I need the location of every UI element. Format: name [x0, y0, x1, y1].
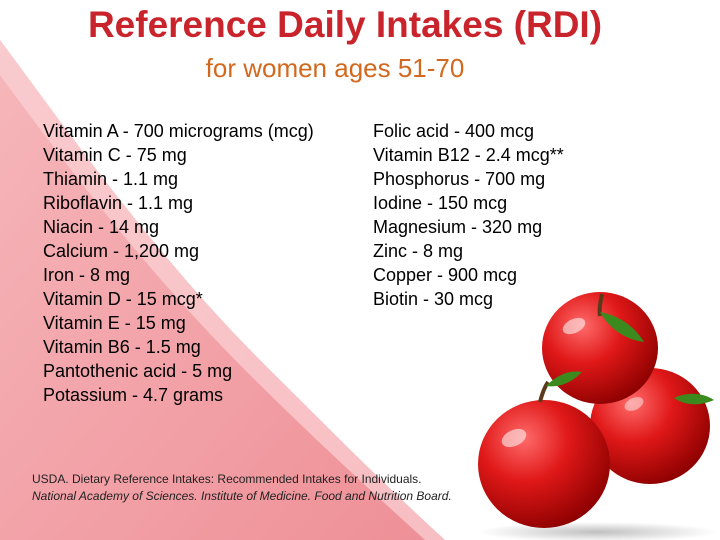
citation-line-1: USDA. Dietary Reference Intakes: Recomme…	[32, 472, 422, 486]
apples-image	[477, 292, 717, 540]
nutrient-item: Pantothenic acid - 5 mg	[43, 361, 233, 381]
nutrient-list-left: Vitamin A - 700 micrograms (mcg) Vitamin…	[43, 119, 314, 407]
nutrient-item: Vitamin B12 - 2.4 mcg**	[373, 145, 564, 165]
nutrient-item: Vitamin C - 75 mg	[43, 145, 187, 165]
nutrient-list-right: Folic acid - 400 mcg Vitamin B12 - 2.4 m…	[373, 119, 564, 311]
nutrient-item: Vitamin B6 - 1.5 mg	[43, 337, 201, 357]
nutrient-item: Zinc - 8 mg	[373, 241, 464, 261]
nutrient-item: Vitamin E - 15 mg	[43, 313, 186, 333]
nutrient-item: Calcium - 1,200 mg	[43, 241, 200, 261]
nutrient-item: Magnesium - 320 mg	[373, 217, 543, 237]
citation-line-2: National Academy of Sciences. Institute …	[32, 489, 452, 503]
nutrient-item: Vitamin A - 700 micrograms (mcg)	[43, 121, 314, 141]
nutrient-item: Riboflavin - 1.1 mg	[43, 193, 194, 213]
nutrient-item: Iron - 8 mg	[43, 265, 131, 285]
nutrient-item: Biotin - 30 mcg	[373, 289, 494, 309]
page-subtitle: for women ages 51-70	[205, 53, 465, 83]
nutrient-item: Iodine - 150 mcg	[373, 193, 508, 213]
nutrient-item: Thiamin - 1.1 mg	[43, 169, 179, 189]
nutrient-item: Folic acid - 400 mcg	[373, 121, 535, 141]
nutrient-item: Vitamin D - 15 mcg*	[43, 289, 203, 309]
citation: USDA. Dietary Reference Intakes: Recomme…	[32, 471, 452, 505]
nutrient-item: Niacin - 14 mg	[43, 217, 160, 237]
page-title: Reference Daily Intakes (RDI)	[87, 4, 603, 45]
nutrient-item: Copper - 900 mcg	[373, 265, 518, 285]
nutrient-item: Potassium - 4.7 grams	[43, 385, 224, 405]
nutrient-item: Phosphorus - 700 mg	[373, 169, 546, 189]
